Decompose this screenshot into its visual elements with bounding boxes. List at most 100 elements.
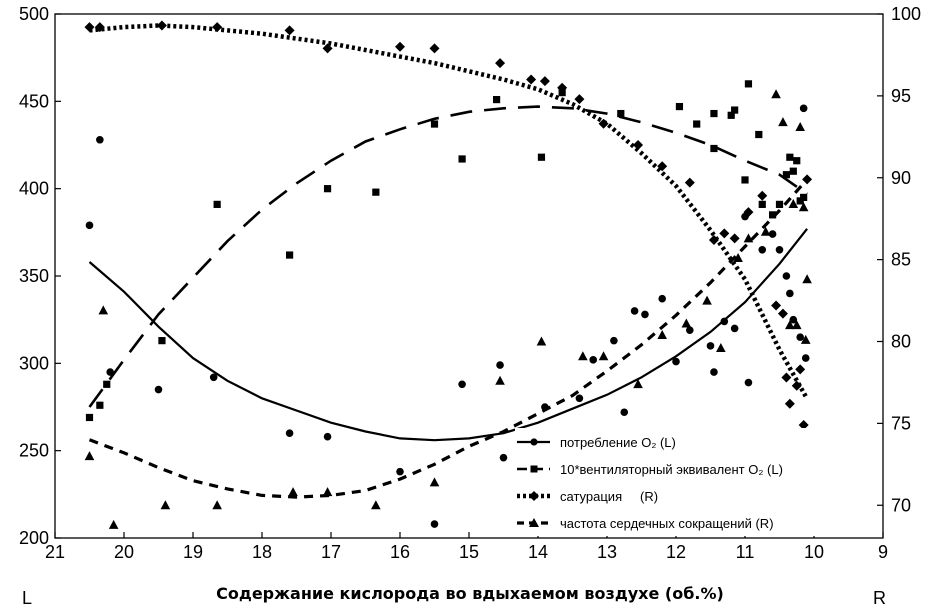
data-point-o2-consumption — [396, 467, 404, 476]
data-point-heart-rate — [578, 351, 588, 361]
data-point-heart-rate — [633, 379, 643, 389]
series-heart-rate — [84, 89, 812, 529]
legend-marker-ventilatory-equivalent — [530, 465, 538, 473]
data-point-saturation — [719, 228, 730, 239]
data-point-saturation — [574, 94, 585, 105]
x-tick-label: 20 — [114, 542, 134, 562]
data-point-heart-rate — [791, 320, 802, 330]
data-point-o2-consumption — [801, 354, 810, 362]
data-point-heart-rate — [785, 320, 795, 330]
data-point-ventilatory-equivalent — [731, 106, 739, 114]
data-point-saturation — [212, 22, 223, 33]
data-point-heart-rate — [795, 121, 805, 131]
data-point-o2-consumption — [610, 336, 618, 345]
legend-label-o2-consumption: потребление O₂ (L) — [560, 435, 676, 450]
data-point-ventilatory-equivalent — [693, 120, 701, 128]
y-left-tick-label: 500 — [19, 4, 49, 24]
x-tick-label: 9 — [878, 542, 888, 562]
x-tick-label: 11 — [736, 542, 755, 562]
y-right-tick-label: 100 — [891, 4, 921, 24]
data-point-ventilatory-equivalent — [493, 95, 501, 104]
series-saturation — [84, 20, 813, 431]
data-point-o2-consumption — [758, 246, 767, 254]
legend-marker-o2-consumption — [530, 438, 538, 446]
data-point-heart-rate — [288, 487, 298, 497]
data-point-o2-consumption — [786, 289, 794, 298]
data-point-o2-consumption — [499, 453, 508, 462]
data-point-heart-rate — [771, 89, 781, 99]
series-fit-line-heart-rate — [88, 178, 809, 499]
x-tick-label: 14 — [528, 542, 548, 562]
data-point-ventilatory-equivalent — [755, 130, 763, 139]
y-left-tick-label: 250 — [19, 441, 49, 461]
x-tick-label: 17 — [321, 542, 341, 562]
data-point-saturation — [781, 372, 792, 383]
series-fit-line-ventilatory-equivalent — [88, 105, 808, 408]
data-point-ventilatory-equivalent — [789, 167, 797, 175]
series-fit-line-saturation — [89, 23, 810, 400]
data-point-o2-consumption — [710, 368, 718, 376]
data-point-o2-consumption — [744, 378, 753, 387]
data-point-o2-consumption — [85, 221, 94, 230]
data-point-saturation — [777, 308, 788, 319]
data-point-heart-rate — [322, 487, 333, 497]
data-point-heart-rate — [800, 334, 811, 344]
data-point-ventilatory-equivalent — [744, 80, 753, 88]
data-point-saturation — [495, 58, 506, 69]
data-point-saturation — [598, 118, 609, 129]
data-point-o2-consumption — [630, 307, 639, 315]
data-point-ventilatory-equivalent — [727, 111, 735, 119]
data-point-heart-rate — [760, 226, 771, 236]
legend-marker-heart-rate — [529, 518, 539, 527]
data-point-ventilatory-equivalent — [286, 251, 294, 259]
series-fit-line-o2-consumption — [88, 228, 808, 442]
data-point-ventilatory-equivalent — [158, 337, 166, 345]
data-point-ventilatory-equivalent — [537, 153, 546, 161]
data-point-saturation — [284, 25, 295, 36]
y-left-tick-label: 400 — [19, 179, 49, 199]
data-point-heart-rate — [733, 252, 743, 262]
data-point-ventilatory-equivalent — [458, 155, 466, 163]
data-point-ventilatory-equivalent — [793, 157, 801, 165]
data-point-o2-consumption — [706, 342, 715, 350]
data-point-heart-rate — [108, 519, 119, 529]
data-point-o2-consumption — [658, 294, 666, 303]
data-point-ventilatory-equivalent — [710, 109, 718, 118]
y-right-tick-label: 80 — [891, 332, 911, 352]
data-point-ventilatory-equivalent — [710, 144, 718, 153]
legend-item-o2-consumption: потребление O₂ (L) — [517, 435, 676, 450]
data-point-saturation — [633, 140, 644, 150]
data-point-ventilatory-equivalent — [96, 401, 104, 409]
data-point-o2-consumption — [796, 333, 804, 341]
data-point-o2-consumption — [575, 394, 584, 403]
y-left-tick-label: 350 — [19, 266, 49, 286]
y-right-tick-label: 95 — [891, 86, 911, 106]
data-point-saturation — [791, 380, 802, 391]
data-point-saturation — [684, 177, 695, 188]
x-tick-label: 19 — [183, 542, 203, 562]
data-point-heart-rate — [598, 351, 609, 361]
data-point-o2-consumption — [323, 432, 332, 441]
data-point-heart-rate — [798, 202, 809, 212]
data-point-o2-consumption — [154, 385, 163, 394]
legend-label-heart-rate: частота сердечных сокращений (R) — [560, 516, 774, 531]
series-o2-consumption — [85, 104, 810, 528]
data-point-o2-consumption — [782, 272, 791, 280]
data-point-saturation — [84, 22, 95, 33]
data-point-ventilatory-equivalent — [758, 200, 766, 208]
data-point-ventilatory-equivalent — [782, 171, 790, 179]
y-left-tick-label: 200 — [19, 528, 49, 548]
legend-label-saturation-axis: (R) — [640, 489, 658, 504]
data-point-saturation — [729, 233, 740, 244]
y-right-tick-label: 75 — [891, 413, 911, 433]
data-point-o2-consumption — [730, 324, 739, 333]
data-point-ventilatory-equivalent — [213, 200, 221, 208]
legend-item-heart-rate: частота сердечных сокращений (R) — [517, 516, 774, 531]
data-point-o2-consumption — [775, 246, 784, 254]
data-point-o2-consumption — [96, 135, 104, 144]
data-point-ventilatory-equivalent — [675, 102, 684, 111]
data-point-heart-rate — [98, 305, 109, 315]
data-point-saturation — [743, 207, 754, 218]
series-ventilatory-equivalent — [85, 80, 808, 422]
